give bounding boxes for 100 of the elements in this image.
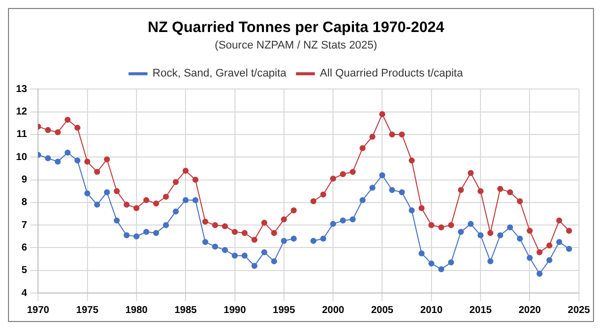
point	[133, 233, 140, 240]
y-tick-label: 12	[16, 106, 28, 118]
point	[54, 158, 61, 165]
point	[566, 246, 572, 252]
point	[487, 258, 494, 264]
point	[408, 158, 415, 164]
point	[389, 131, 396, 138]
x-tick-label: 1995	[272, 304, 296, 316]
y-tick-label: 4	[22, 288, 28, 299]
point	[182, 197, 189, 204]
point	[398, 189, 405, 196]
point	[133, 205, 140, 212]
point	[44, 126, 51, 133]
x-tick-label: 1990	[224, 304, 246, 316]
point	[468, 220, 474, 227]
point	[320, 236, 326, 242]
point	[104, 156, 110, 162]
point	[261, 249, 268, 256]
point	[507, 189, 514, 196]
x-tick-label: 2025	[568, 304, 590, 316]
y-tick-label: 6	[22, 242, 28, 254]
point	[546, 257, 552, 264]
point	[448, 222, 454, 228]
point	[84, 158, 90, 165]
point	[271, 258, 278, 264]
x-tick-label: 2020	[518, 304, 542, 316]
point	[162, 222, 169, 228]
point	[448, 259, 454, 266]
point	[478, 232, 484, 238]
point	[64, 150, 71, 156]
point	[340, 171, 346, 178]
x-tick-label: 1975	[76, 304, 99, 316]
point	[507, 224, 514, 230]
point	[350, 216, 356, 222]
point	[516, 198, 523, 204]
point	[330, 176, 336, 182]
point	[114, 188, 120, 194]
y-tick-label: 5	[22, 265, 28, 276]
point	[222, 246, 228, 253]
point	[153, 230, 160, 236]
point	[280, 216, 287, 222]
point	[212, 222, 218, 228]
point	[468, 170, 474, 176]
x-tick-label: 2005	[371, 304, 394, 316]
point	[330, 220, 336, 227]
point	[232, 228, 238, 235]
point	[202, 239, 208, 246]
legend-label: Rock, Sand, Gravel t/capita	[152, 68, 288, 80]
point	[143, 197, 150, 204]
point	[172, 208, 179, 214]
point	[84, 190, 90, 196]
point	[379, 111, 386, 118]
y-tick-label: 13	[16, 84, 28, 95]
point	[74, 158, 80, 164]
point	[104, 189, 110, 196]
chart-title: NZ Quarried Tonnes per Capita 1970-2024	[148, 19, 445, 36]
point	[428, 222, 434, 228]
point	[290, 207, 297, 214]
point	[536, 270, 543, 277]
point	[418, 205, 425, 212]
point	[526, 228, 533, 234]
x-tick-label: 1970	[27, 304, 50, 316]
y-tick-label: 9	[22, 174, 28, 186]
y-tick-label: 10	[16, 152, 28, 163]
point	[64, 116, 71, 123]
y-tick-label: 7	[22, 220, 28, 231]
point	[369, 134, 376, 140]
point	[438, 224, 444, 230]
point	[310, 198, 316, 204]
point	[556, 218, 562, 224]
point	[182, 168, 189, 174]
point	[124, 232, 130, 238]
point	[497, 232, 504, 238]
point	[202, 218, 208, 225]
point	[428, 260, 434, 267]
point	[536, 249, 543, 256]
point	[242, 252, 248, 259]
point	[271, 230, 278, 236]
x-tick-label: 2000	[322, 304, 345, 316]
point	[94, 202, 100, 208]
x-tick-label: 2010	[420, 304, 443, 316]
point	[172, 179, 179, 186]
legend-label: All Quarried Products t/capita	[320, 68, 464, 80]
y-tick-label: 11	[16, 129, 28, 140]
point	[516, 236, 523, 242]
point	[458, 186, 464, 193]
point	[242, 230, 248, 236]
point	[280, 238, 287, 244]
x-tick-label: 1985	[174, 304, 198, 316]
point	[526, 254, 533, 261]
x-tick-label: 1980	[125, 304, 148, 316]
y-tick-label: 8	[22, 197, 28, 208]
point	[251, 262, 258, 269]
point	[310, 238, 316, 244]
point	[290, 236, 297, 242]
point	[222, 223, 228, 230]
point	[114, 218, 120, 224]
point	[360, 197, 366, 204]
point	[153, 200, 160, 207]
point	[340, 218, 346, 224]
